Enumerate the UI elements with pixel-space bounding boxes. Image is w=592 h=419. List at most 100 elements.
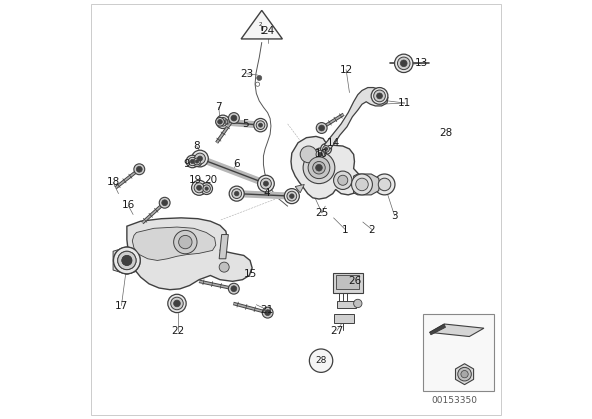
Circle shape — [122, 256, 132, 266]
Circle shape — [195, 153, 205, 164]
Circle shape — [191, 159, 195, 163]
Polygon shape — [430, 324, 446, 335]
Text: 2: 2 — [369, 225, 375, 235]
Circle shape — [308, 157, 330, 178]
Circle shape — [231, 115, 237, 121]
Circle shape — [170, 297, 184, 310]
Circle shape — [192, 150, 208, 167]
Circle shape — [265, 310, 271, 316]
Text: 1: 1 — [342, 225, 349, 235]
Circle shape — [192, 180, 207, 195]
Circle shape — [118, 251, 136, 270]
Circle shape — [356, 178, 368, 191]
Text: 3: 3 — [391, 211, 398, 221]
Circle shape — [378, 178, 391, 191]
Polygon shape — [219, 235, 229, 259]
Text: 5: 5 — [242, 119, 249, 129]
Circle shape — [232, 189, 242, 199]
Circle shape — [284, 189, 300, 204]
Text: 4: 4 — [263, 188, 270, 198]
Circle shape — [134, 164, 144, 175]
Circle shape — [321, 144, 332, 154]
Circle shape — [318, 152, 322, 156]
Circle shape — [461, 370, 468, 378]
Circle shape — [314, 148, 326, 160]
Polygon shape — [455, 364, 474, 385]
Circle shape — [313, 161, 325, 174]
Circle shape — [194, 183, 204, 193]
Circle shape — [371, 88, 388, 104]
Circle shape — [173, 300, 181, 307]
Circle shape — [162, 200, 168, 206]
Text: 13: 13 — [414, 58, 428, 68]
Text: 7: 7 — [215, 102, 222, 112]
Text: 22: 22 — [172, 326, 185, 336]
Circle shape — [263, 181, 268, 186]
Text: 17: 17 — [115, 300, 128, 310]
Circle shape — [257, 75, 262, 80]
Circle shape — [323, 146, 329, 152]
Circle shape — [197, 185, 202, 190]
Circle shape — [258, 175, 274, 192]
Bar — [336, 275, 359, 289]
Bar — [337, 300, 356, 308]
Circle shape — [318, 125, 324, 131]
Text: 28: 28 — [440, 129, 453, 139]
Circle shape — [262, 307, 273, 318]
Circle shape — [229, 186, 244, 201]
Text: 12: 12 — [339, 65, 353, 75]
Circle shape — [254, 119, 267, 132]
Text: 19: 19 — [189, 175, 202, 185]
Text: 21: 21 — [260, 305, 274, 315]
Circle shape — [352, 174, 372, 195]
Text: 23: 23 — [240, 69, 253, 79]
Bar — [333, 273, 363, 293]
Text: 2: 2 — [258, 22, 262, 27]
Circle shape — [400, 60, 407, 67]
Polygon shape — [430, 324, 484, 336]
Bar — [423, 314, 494, 391]
Circle shape — [324, 147, 328, 150]
Circle shape — [114, 247, 140, 274]
Circle shape — [205, 187, 208, 190]
Bar — [334, 314, 355, 323]
Circle shape — [192, 156, 202, 166]
Circle shape — [215, 117, 224, 126]
Circle shape — [260, 178, 271, 189]
Polygon shape — [113, 247, 141, 274]
Circle shape — [316, 150, 324, 158]
Circle shape — [218, 119, 223, 124]
Text: 15: 15 — [243, 269, 257, 279]
Circle shape — [316, 164, 322, 171]
Text: 11: 11 — [398, 98, 411, 108]
Circle shape — [394, 54, 413, 72]
Circle shape — [194, 158, 200, 165]
Circle shape — [229, 113, 239, 124]
Circle shape — [289, 194, 294, 198]
Circle shape — [219, 262, 229, 272]
Circle shape — [229, 283, 239, 294]
Polygon shape — [132, 227, 216, 261]
Text: 27: 27 — [330, 326, 343, 336]
Circle shape — [234, 191, 239, 196]
Circle shape — [203, 185, 210, 192]
Polygon shape — [353, 174, 379, 195]
Circle shape — [374, 174, 395, 195]
Circle shape — [114, 247, 140, 274]
Circle shape — [377, 93, 382, 99]
Circle shape — [188, 157, 197, 166]
Text: 6: 6 — [233, 158, 240, 168]
Circle shape — [122, 256, 132, 266]
Text: 9: 9 — [184, 158, 190, 168]
Polygon shape — [295, 184, 304, 193]
Text: 8: 8 — [194, 141, 200, 151]
Circle shape — [353, 299, 362, 308]
Polygon shape — [127, 218, 252, 290]
Text: 16: 16 — [121, 200, 135, 210]
Circle shape — [303, 152, 335, 184]
Circle shape — [195, 160, 199, 163]
Text: 24: 24 — [261, 26, 274, 36]
Text: 20: 20 — [204, 175, 217, 185]
Polygon shape — [291, 137, 362, 199]
Circle shape — [118, 251, 136, 270]
